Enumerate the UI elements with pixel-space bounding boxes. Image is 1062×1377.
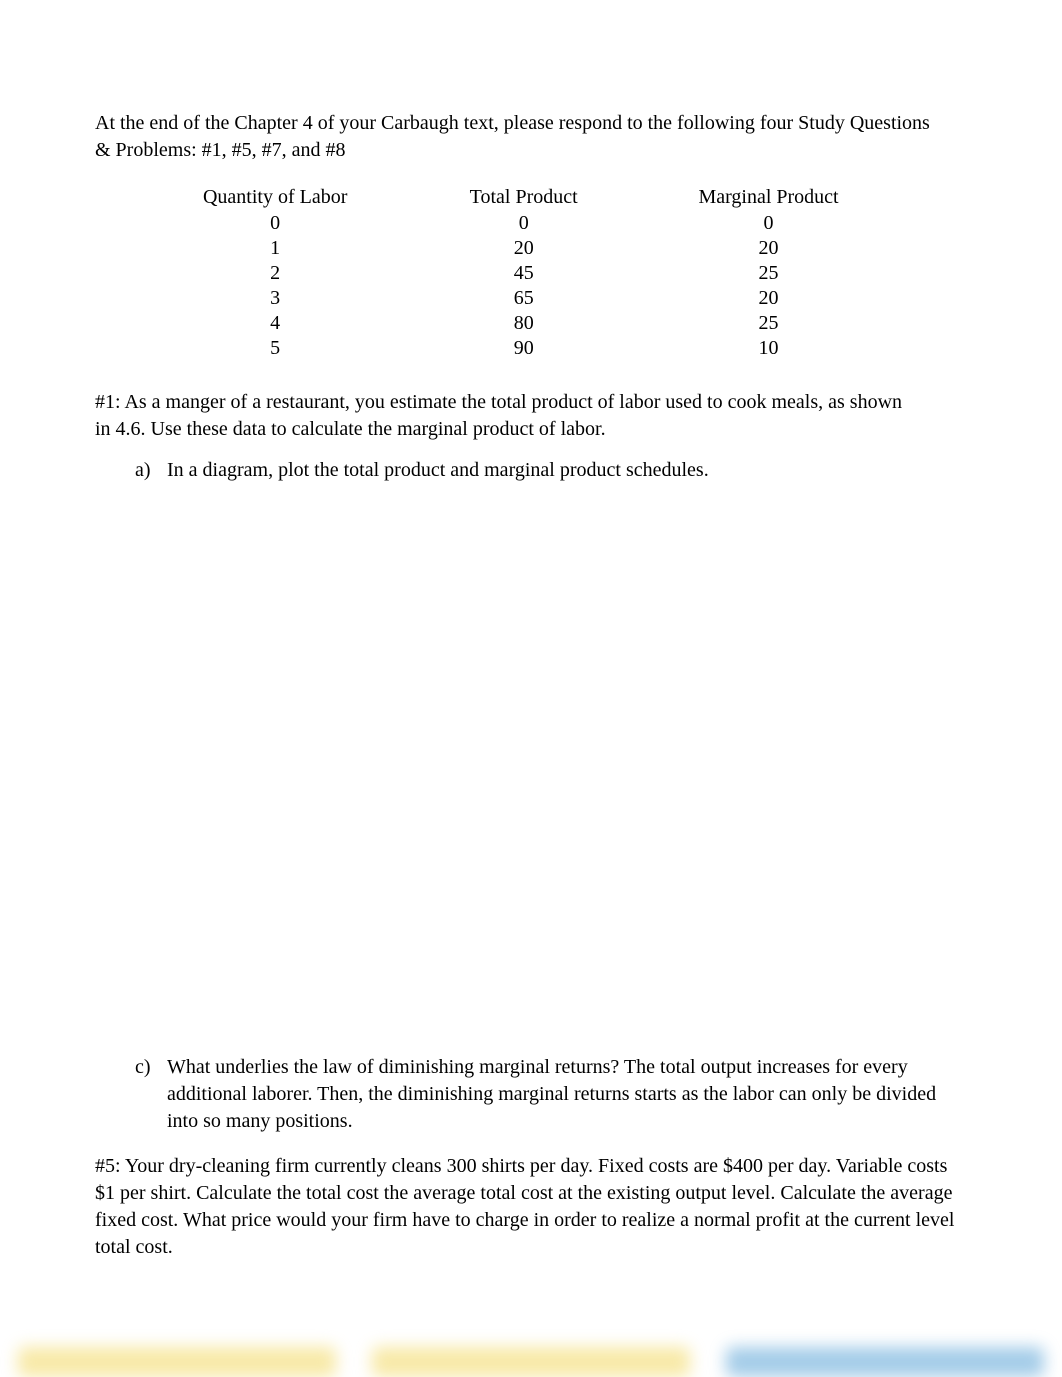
bottom-blur-overlay: [0, 1347, 1062, 1377]
table-row: 0 0 0: [135, 211, 905, 236]
blur-segment: [372, 1347, 690, 1377]
question-1-part-c: c) What underlies the law of diminishing…: [135, 1054, 967, 1135]
cell: 25: [632, 261, 905, 286]
cell: 20: [632, 236, 905, 261]
cell: 90: [415, 336, 632, 361]
col-header-total: Total Product: [415, 184, 632, 211]
cell: 0: [135, 211, 415, 236]
table-row: 1 20 20: [135, 236, 905, 261]
intro-line-2: & Problems: #1, #5, #7, and #8: [95, 139, 346, 161]
cell: 20: [632, 286, 905, 311]
part-a-letter: a): [135, 457, 167, 484]
cell: 1: [135, 236, 415, 261]
document-page: At the end of the Chapter 4 of your Carb…: [0, 0, 1062, 1377]
table-row: 4 80 25: [135, 311, 905, 336]
table-row: 3 65 20: [135, 286, 905, 311]
cell: 0: [415, 211, 632, 236]
intro-line-1: At the end of the Chapter 4 of your Carb…: [95, 112, 930, 134]
col-header-qty: Quantity of Labor: [135, 184, 415, 211]
blur-segment: [726, 1347, 1044, 1377]
part-c-text: What underlies the law of diminishing ma…: [167, 1054, 967, 1135]
q1-line-1: #1: As a manger of a restaurant, you est…: [95, 391, 902, 413]
part-a-text: In a diagram, plot the total product and…: [167, 457, 709, 484]
cell: 10: [632, 336, 905, 361]
cell: 65: [415, 286, 632, 311]
cell: 20: [415, 236, 632, 261]
cell: 4: [135, 311, 415, 336]
cell: 2: [135, 261, 415, 286]
q1-line-2: in 4.6. Use these data to calculate the …: [95, 418, 606, 440]
cell: 80: [415, 311, 632, 336]
table-header-row: Quantity of Labor Total Product Marginal…: [135, 184, 905, 211]
cell: 0: [632, 211, 905, 236]
question-5: #5: Your dry-cleaning firm currently cle…: [95, 1153, 967, 1261]
cell: 45: [415, 261, 632, 286]
product-table: Quantity of Labor Total Product Marginal…: [135, 184, 905, 361]
part-c-letter: c): [135, 1054, 167, 1135]
cell: 5: [135, 336, 415, 361]
intro-paragraph: At the end of the Chapter 4 of your Carb…: [95, 110, 967, 164]
blur-segment: [18, 1347, 336, 1377]
cell: 25: [632, 311, 905, 336]
diagram-placeholder-space: [95, 484, 967, 1054]
question-1: #1: As a manger of a restaurant, you est…: [95, 389, 967, 443]
cell: 3: [135, 286, 415, 311]
col-header-marginal: Marginal Product: [632, 184, 905, 211]
question-1-part-a: a) In a diagram, plot the total product …: [135, 457, 967, 484]
table-row: 5 90 10: [135, 336, 905, 361]
table-row: 2 45 25: [135, 261, 905, 286]
